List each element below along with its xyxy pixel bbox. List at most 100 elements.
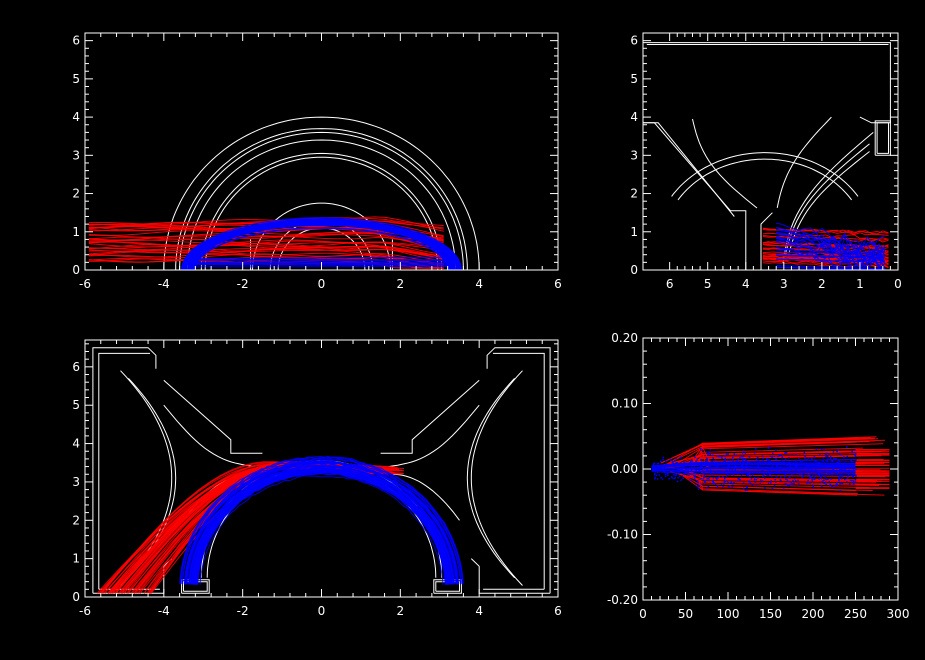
bottom-right-blue-point: [712, 457, 714, 459]
bottom-right-blue-point: [721, 457, 723, 460]
bottom-right-blue-point: [855, 468, 857, 470]
bottom-right-blue-point: [833, 470, 835, 473]
bottom-right-blue-point: [851, 479, 853, 482]
bottom-right-blue-point: [824, 475, 827, 478]
bottom-right-blue-point: [830, 456, 832, 458]
bottom-right-blue-point: [791, 483, 794, 485]
bottom-right-blue-point: [749, 475, 751, 478]
top-right-xtick-label: 5: [704, 277, 712, 291]
top-right-axes: 6 5 4 3 2 1 0 0 1 2 3 4 5 6: [630, 32, 902, 291]
bottom-right-blue-point: [784, 452, 786, 454]
bottom-right-blue-point: [788, 480, 791, 483]
bottom-right-blue-point: [755, 478, 758, 481]
bottom-right-blue-point: [735, 454, 737, 456]
bottom-right-blue-point: [790, 483, 793, 486]
bottom-right-ytick-label: 0.00: [611, 462, 638, 476]
bottom-right-blue-point: [849, 479, 852, 482]
bottom-right-blue-point: [659, 460, 662, 463]
bottom-right-blue-point: [757, 459, 760, 462]
bottom-right-blue-point: [745, 459, 747, 462]
bottom-right-blue-point: [665, 460, 667, 462]
bottom-left-blue-trace: [194, 470, 449, 585]
bottom-right-blue-point: [736, 459, 738, 462]
bottom-right-blue-point: [822, 460, 824, 462]
top-left-xtick-label: 2: [397, 277, 405, 291]
bottom-left-blue-trace: [193, 469, 450, 585]
bottom-right-blue-point: [754, 481, 757, 483]
top-left-structure-arc: [163, 116, 480, 271]
top-right-ytick-label: 3: [630, 148, 638, 162]
bottom-right-blue-point: [695, 460, 697, 462]
bottom-right-blue-point: [836, 484, 839, 487]
bottom-right-blue-point: [767, 482, 770, 484]
bottom-right-blue-point: [708, 479, 711, 482]
bottom-right-blue-point: [699, 469, 701, 472]
bottom-right-blue-point: [704, 460, 707, 463]
bottom-right-blue-point: [701, 483, 703, 485]
bottom-right-blue-point: [733, 453, 736, 455]
bottom-right-blue-point: [717, 476, 719, 479]
bottom-right-blue-point: [823, 479, 825, 481]
bottom-right-blue-point: [729, 485, 731, 487]
bottom-right-blue-point: [787, 484, 789, 487]
bottom-left-ytick-label: 6: [72, 360, 80, 374]
bottom-right-blue-point: [854, 454, 856, 456]
bottom-right-red-trace: [669, 471, 877, 483]
bottom-right-blue-point: [840, 454, 843, 456]
bottom-right-blue-point: [724, 454, 726, 457]
bottom-right-blue-point: [786, 483, 788, 486]
bottom-right-blue-point: [708, 464, 710, 467]
bottom-right-blue-point: [737, 477, 739, 480]
bottom-right-xtick-label: 0: [639, 607, 647, 621]
bottom-right-blue-point: [840, 475, 843, 477]
bottom-right-blue-point: [774, 458, 777, 460]
bottom-right-blue-point: [789, 477, 791, 479]
top-right-chart: 6 5 4 3 2 1 0 0 1 2 3 4 5 6: [630, 32, 902, 291]
bottom-right-blue-point: [718, 456, 720, 458]
top-right-blue-trace: [776, 229, 886, 259]
bottom-right-blue-point: [753, 478, 756, 481]
bottom-right-blue-point: [784, 483, 786, 485]
bottom-right-blue-point: [770, 480, 772, 482]
bottom-right-blue-point: [823, 448, 825, 451]
bottom-right-blue-point: [755, 485, 758, 487]
bottom-right-blue-point: [662, 456, 665, 459]
bottom-right-blue-point: [769, 455, 772, 458]
bottom-right-blue-point: [781, 457, 784, 459]
top-left-red-trace: [88, 238, 444, 259]
bottom-right-blue-point: [775, 465, 778, 467]
bottom-right-blue-point: [727, 482, 730, 484]
bottom-left-ytick-label: 5: [72, 398, 80, 412]
bottom-right-blue-point: [653, 462, 655, 465]
bottom-right-blue-point: [664, 475, 667, 478]
bottom-right-blue-point: [801, 473, 803, 476]
top-right-ytick-label: 6: [630, 34, 638, 48]
bottom-right-blue-point: [825, 455, 827, 458]
bottom-right-blue-point: [838, 470, 841, 473]
bottom-right-blue-point: [730, 480, 733, 483]
bottom-right-blue-point: [660, 476, 662, 479]
bottom-right-blue-point: [811, 457, 813, 460]
bottom-right-blue-point: [855, 475, 857, 477]
top-left-xtick-label: -2: [237, 277, 249, 291]
bottom-right-blue-point: [840, 482, 842, 485]
bottom-right-blue-point: [820, 477, 823, 480]
top-left-structure-arc: [179, 131, 464, 271]
bottom-right-blue-point: [835, 457, 837, 460]
bottom-right-blue-point: [769, 482, 772, 484]
bottom-left-ytick-label: 4: [72, 437, 80, 451]
bottom-right-blue-point: [748, 473, 750, 475]
top-left-blue-trace: [187, 223, 456, 271]
bottom-left-structure-curve: [163, 404, 255, 468]
top-left-blue-trace: [183, 220, 460, 271]
bottom-right-blue-point: [762, 475, 764, 478]
bottom-right-blue-point: [654, 477, 656, 480]
bottom-right-blue-point: [707, 451, 710, 453]
top-left-xtick-label: 0: [318, 277, 326, 291]
bottom-right-blue-point: [839, 483, 841, 485]
bottom-right-blue-point: [791, 473, 793, 476]
bottom-right-blue-point: [705, 459, 708, 462]
bottom-right-blue-point: [748, 480, 750, 482]
top-left-structure-arc: [187, 139, 456, 271]
bottom-right-blue-point: [654, 472, 656, 475]
